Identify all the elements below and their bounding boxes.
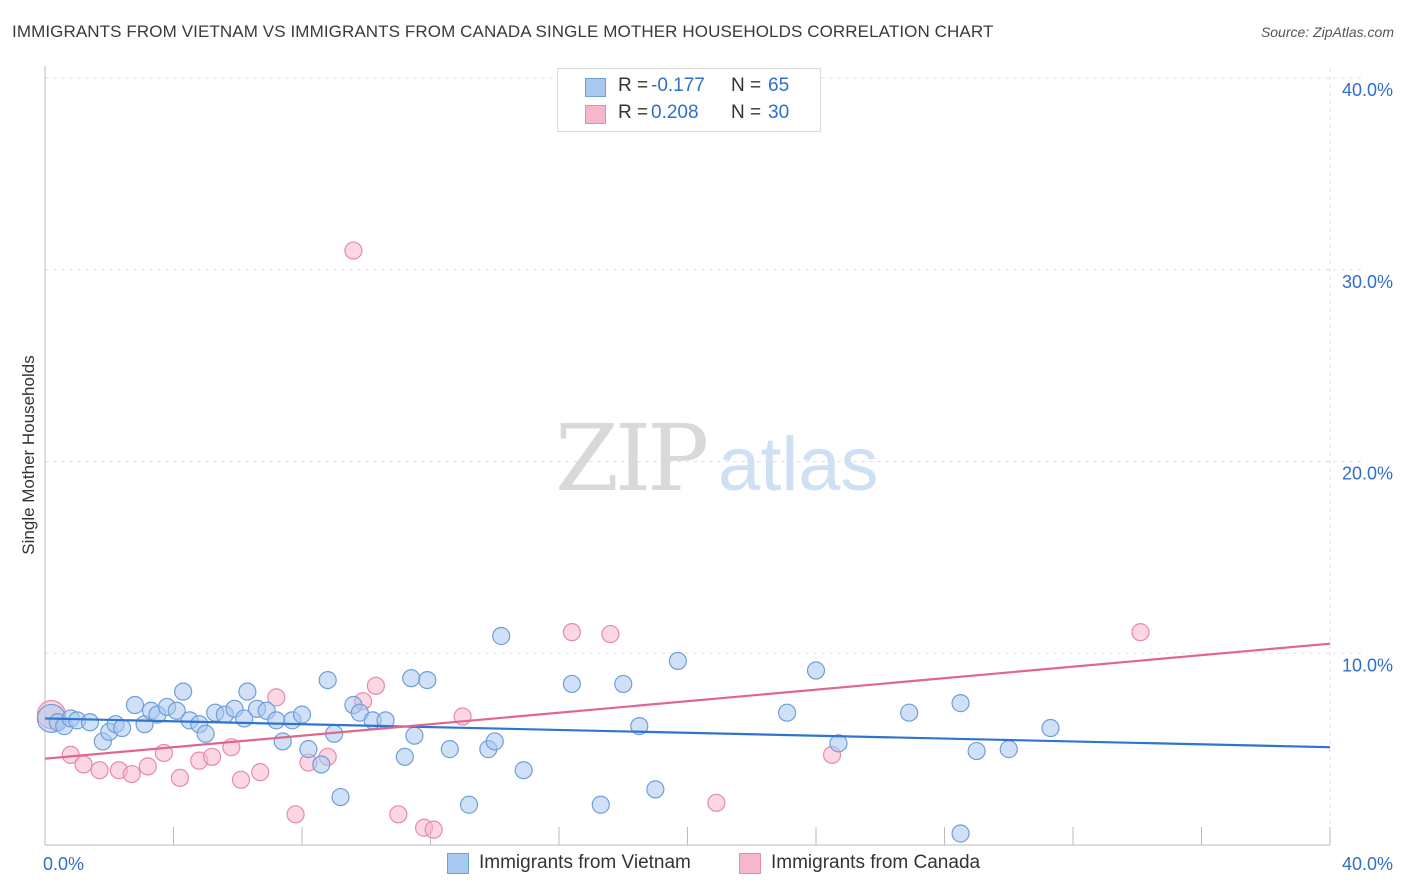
canada-point <box>389 805 408 824</box>
vietnam-point <box>402 669 421 688</box>
vietnam-point <box>174 682 193 701</box>
vietnam-point <box>405 726 424 745</box>
canada-point <box>344 241 363 260</box>
vietnam-point <box>829 734 848 753</box>
watermark-zip: ZIP <box>555 405 706 512</box>
vietnam-point <box>614 674 633 694</box>
canada-point <box>122 764 141 784</box>
legend-r-label: R = <box>618 102 649 123</box>
canada-point <box>707 793 726 812</box>
vietnam-point <box>167 701 186 720</box>
vietnam-point <box>273 732 292 751</box>
y-tick-label: 10.0% <box>1342 655 1393 675</box>
legend-swatch-canada <box>585 105 606 124</box>
legend-r-value: 0.208 <box>651 102 699 123</box>
legend-swatch-vietnam <box>585 78 606 97</box>
canada-point <box>74 755 93 774</box>
vietnam-point <box>1041 718 1060 738</box>
canada-point <box>366 676 385 695</box>
canada-point <box>170 768 190 787</box>
vietnam-point <box>292 705 312 724</box>
x-tick-label: 40.0% <box>1342 854 1393 874</box>
vietnam-point <box>80 713 100 732</box>
canada-point <box>601 624 620 644</box>
vietnam-point <box>459 795 479 814</box>
vietnam-point <box>492 626 511 646</box>
series-label-canada: Immigrants from Canada <box>771 852 981 873</box>
vietnam-point <box>125 695 145 715</box>
canada-point <box>202 747 222 766</box>
legend-n-label: N = <box>731 75 762 96</box>
legend-n-value: 30 <box>768 102 790 123</box>
vietnam-point <box>395 747 414 766</box>
vietnam-point <box>196 724 215 743</box>
vietnam-point <box>646 780 665 799</box>
canada-point <box>251 763 270 782</box>
canada-point <box>1131 623 1150 642</box>
canada-point <box>424 820 443 839</box>
y-axis-label: Single Mother Households <box>19 355 38 554</box>
vietnam-point <box>418 670 437 690</box>
canada-point <box>231 770 251 789</box>
vietnam-point <box>777 703 797 722</box>
vietnam-point <box>238 682 257 701</box>
correlation-legend: R = -0.177 N = 65 R = 0.208 N = 30 <box>557 68 821 132</box>
vietnam-point <box>485 732 504 751</box>
legend-n-label: N = <box>731 102 762 123</box>
vietnam-point <box>514 761 533 780</box>
legend-n-value: 65 <box>768 75 790 96</box>
series-swatch-canada <box>739 853 761 874</box>
series-label-vietnam: Immigrants from Vietnam <box>479 852 691 873</box>
series-swatch-vietnam <box>447 853 469 874</box>
vietnam-point <box>630 717 649 736</box>
vietnam-point <box>900 703 919 722</box>
trend-line-vietnam <box>44 717 1331 749</box>
y-tick-label: 40.0% <box>1342 80 1393 100</box>
canada-point <box>562 623 581 642</box>
legend-r-value: -0.177 <box>651 75 705 96</box>
vietnam-point <box>668 651 687 671</box>
vietnam-point <box>999 740 1018 759</box>
canada-point <box>286 805 305 824</box>
vietnam-point <box>331 787 350 807</box>
vietnam-point <box>951 694 970 713</box>
vietnam-point <box>318 670 337 690</box>
legend-r-label: R = <box>618 75 649 96</box>
vietnam-point <box>299 740 318 759</box>
chart-title: IMMIGRANTS FROM VIETNAM VS IMMIGRANTS FR… <box>12 22 994 41</box>
canada-point <box>267 688 286 707</box>
vietnam-point <box>806 661 826 680</box>
vietnam-point <box>967 741 986 761</box>
vietnam-point <box>440 740 459 759</box>
canada-point <box>138 757 157 776</box>
source-note: Source: ZipAtlas.com <box>1260 24 1394 40</box>
vietnam-point <box>591 795 610 814</box>
trend-line-canada <box>44 642 1331 760</box>
vietnam-point <box>951 824 970 843</box>
vietnam-point <box>267 711 286 730</box>
watermark: ZIP atlas <box>555 405 879 512</box>
canada-point <box>90 761 109 780</box>
vietnam-point <box>112 718 132 738</box>
vietnam-point <box>312 755 331 774</box>
watermark-atlas: atlas <box>718 422 879 507</box>
y-tick-label: 30.0% <box>1342 272 1393 292</box>
x-tick-label: 0.0% <box>43 854 84 874</box>
vietnam-point <box>562 674 581 694</box>
y-tick-label: 20.0% <box>1342 464 1393 484</box>
